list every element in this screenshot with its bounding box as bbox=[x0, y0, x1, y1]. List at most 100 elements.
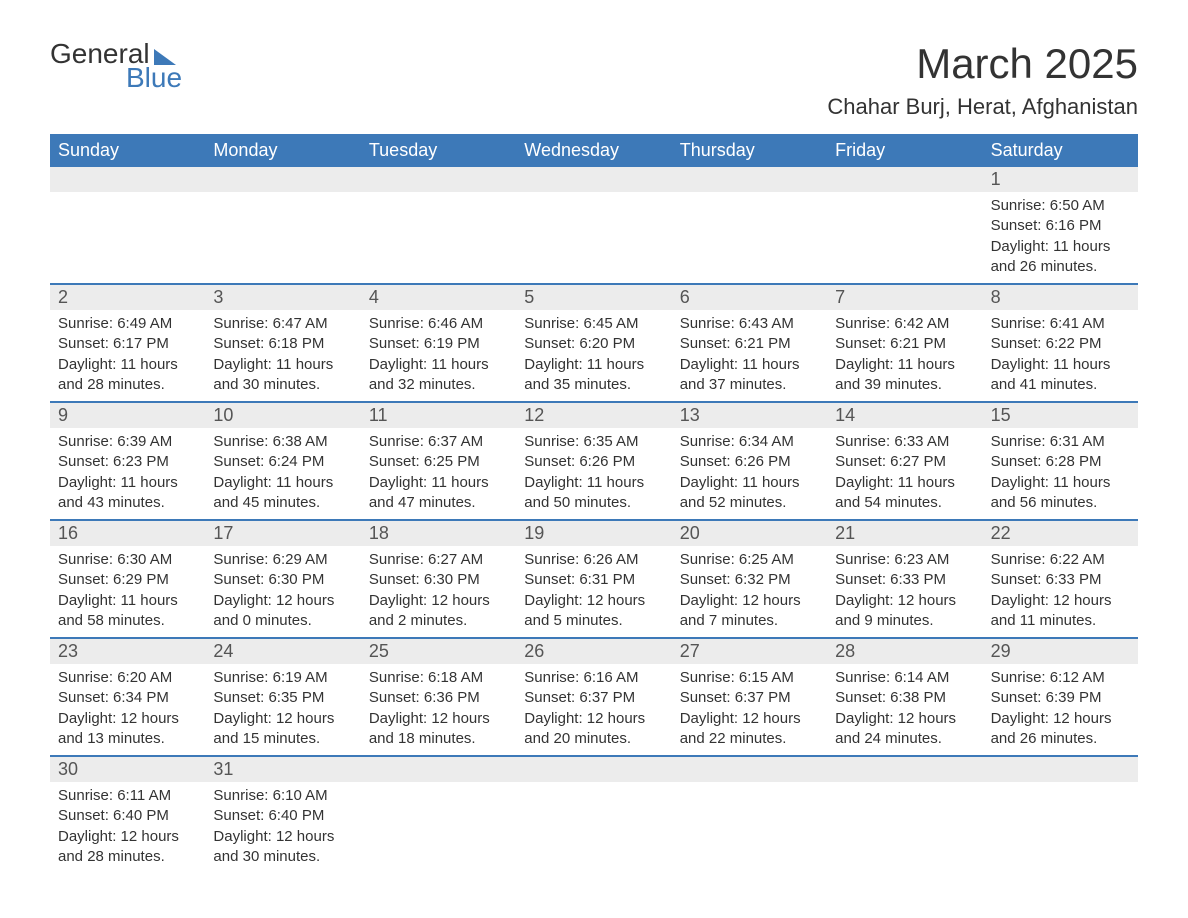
day-line: Sunset: 6:25 PM bbox=[369, 452, 508, 472]
day-number: 6 bbox=[672, 285, 827, 310]
day-line: Daylight: 12 hours and 7 minutes. bbox=[680, 591, 819, 632]
day-line: Sunset: 6:16 PM bbox=[991, 216, 1130, 236]
day-cell: Sunrise: 6:50 AMSunset: 6:16 PMDaylight:… bbox=[983, 192, 1138, 283]
day-line: Sunset: 6:29 PM bbox=[58, 570, 197, 590]
weeks-container: 1Sunrise: 6:50 AMSunset: 6:16 PMDaylight… bbox=[50, 167, 1138, 873]
day-line: Daylight: 12 hours and 5 minutes. bbox=[524, 591, 663, 632]
day-cell: Sunrise: 6:20 AMSunset: 6:34 PMDaylight:… bbox=[50, 664, 205, 755]
day-line: Sunrise: 6:19 AM bbox=[213, 668, 352, 688]
day-line: Daylight: 12 hours and 11 minutes. bbox=[991, 591, 1130, 632]
day-line: Sunrise: 6:29 AM bbox=[213, 550, 352, 570]
day-cell: Sunrise: 6:33 AMSunset: 6:27 PMDaylight:… bbox=[827, 428, 982, 519]
weekday-label: Sunday bbox=[50, 134, 205, 167]
brand-triangle-icon bbox=[154, 49, 176, 65]
day-line: Sunrise: 6:45 AM bbox=[524, 314, 663, 334]
day-line: Sunrise: 6:38 AM bbox=[213, 432, 352, 452]
page-title: March 2025 bbox=[827, 40, 1138, 88]
day-number: 7 bbox=[827, 285, 982, 310]
day-number bbox=[516, 167, 671, 192]
day-cell: Sunrise: 6:16 AMSunset: 6:37 PMDaylight:… bbox=[516, 664, 671, 755]
day-line: Sunrise: 6:31 AM bbox=[991, 432, 1130, 452]
day-cell: Sunrise: 6:35 AMSunset: 6:26 PMDaylight:… bbox=[516, 428, 671, 519]
day-number: 25 bbox=[361, 639, 516, 664]
day-number: 20 bbox=[672, 521, 827, 546]
day-line: Sunrise: 6:37 AM bbox=[369, 432, 508, 452]
week-row: 3031Sunrise: 6:11 AMSunset: 6:40 PMDayli… bbox=[50, 757, 1138, 873]
day-number: 28 bbox=[827, 639, 982, 664]
day-number-strip: 23242526272829 bbox=[50, 639, 1138, 664]
day-line: Sunrise: 6:16 AM bbox=[524, 668, 663, 688]
day-line: Daylight: 12 hours and 20 minutes. bbox=[524, 709, 663, 750]
day-cell: Sunrise: 6:22 AMSunset: 6:33 PMDaylight:… bbox=[983, 546, 1138, 637]
day-number bbox=[361, 757, 516, 782]
day-cell bbox=[827, 192, 982, 283]
day-line: Daylight: 12 hours and 22 minutes. bbox=[680, 709, 819, 750]
day-line: Sunset: 6:33 PM bbox=[991, 570, 1130, 590]
day-line: Daylight: 12 hours and 24 minutes. bbox=[835, 709, 974, 750]
day-line: Daylight: 12 hours and 9 minutes. bbox=[835, 591, 974, 632]
day-number bbox=[205, 167, 360, 192]
day-cell bbox=[50, 192, 205, 283]
day-cell: Sunrise: 6:37 AMSunset: 6:25 PMDaylight:… bbox=[361, 428, 516, 519]
day-line: Sunrise: 6:14 AM bbox=[835, 668, 974, 688]
day-cell: Sunrise: 6:10 AMSunset: 6:40 PMDaylight:… bbox=[205, 782, 360, 873]
day-line: Sunrise: 6:26 AM bbox=[524, 550, 663, 570]
day-line: Sunrise: 6:30 AM bbox=[58, 550, 197, 570]
day-line: Daylight: 12 hours and 28 minutes. bbox=[58, 827, 197, 868]
day-line: Sunset: 6:32 PM bbox=[680, 570, 819, 590]
day-line: Daylight: 11 hours and 54 minutes. bbox=[835, 473, 974, 514]
day-line: Sunset: 6:22 PM bbox=[991, 334, 1130, 354]
calendar: SundayMondayTuesdayWednesdayThursdayFrid… bbox=[50, 134, 1138, 873]
day-cell: Sunrise: 6:26 AMSunset: 6:31 PMDaylight:… bbox=[516, 546, 671, 637]
day-line: Sunset: 6:30 PM bbox=[369, 570, 508, 590]
weekday-label: Friday bbox=[827, 134, 982, 167]
header: General Blue March 2025 Chahar Burj, Her… bbox=[50, 40, 1138, 120]
day-line: Daylight: 12 hours and 2 minutes. bbox=[369, 591, 508, 632]
day-line: Sunrise: 6:23 AM bbox=[835, 550, 974, 570]
day-line: Sunset: 6:18 PM bbox=[213, 334, 352, 354]
title-block: March 2025 Chahar Burj, Herat, Afghanist… bbox=[827, 40, 1138, 120]
day-cell: Sunrise: 6:25 AMSunset: 6:32 PMDaylight:… bbox=[672, 546, 827, 637]
day-cell bbox=[827, 782, 982, 873]
day-cell bbox=[516, 192, 671, 283]
day-line: Sunrise: 6:33 AM bbox=[835, 432, 974, 452]
day-cell: Sunrise: 6:30 AMSunset: 6:29 PMDaylight:… bbox=[50, 546, 205, 637]
day-line: Daylight: 11 hours and 32 minutes. bbox=[369, 355, 508, 396]
day-number-strip: 16171819202122 bbox=[50, 521, 1138, 546]
day-line: Sunrise: 6:34 AM bbox=[680, 432, 819, 452]
day-cell: Sunrise: 6:19 AMSunset: 6:35 PMDaylight:… bbox=[205, 664, 360, 755]
day-line: Sunrise: 6:27 AM bbox=[369, 550, 508, 570]
day-cell: Sunrise: 6:15 AMSunset: 6:37 PMDaylight:… bbox=[672, 664, 827, 755]
day-line: Daylight: 11 hours and 56 minutes. bbox=[991, 473, 1130, 514]
day-line: Daylight: 12 hours and 13 minutes. bbox=[58, 709, 197, 750]
day-number: 2 bbox=[50, 285, 205, 310]
day-line: Sunset: 6:20 PM bbox=[524, 334, 663, 354]
day-number-strip: 2345678 bbox=[50, 285, 1138, 310]
week-row: 23242526272829Sunrise: 6:20 AMSunset: 6:… bbox=[50, 639, 1138, 757]
day-cell bbox=[205, 192, 360, 283]
day-number: 23 bbox=[50, 639, 205, 664]
day-number: 31 bbox=[205, 757, 360, 782]
day-line: Daylight: 11 hours and 50 minutes. bbox=[524, 473, 663, 514]
day-number: 3 bbox=[205, 285, 360, 310]
week-row: 1Sunrise: 6:50 AMSunset: 6:16 PMDaylight… bbox=[50, 167, 1138, 285]
day-cell: Sunrise: 6:42 AMSunset: 6:21 PMDaylight:… bbox=[827, 310, 982, 401]
day-line: Sunrise: 6:25 AM bbox=[680, 550, 819, 570]
day-number-strip: 9101112131415 bbox=[50, 403, 1138, 428]
day-line: Sunrise: 6:10 AM bbox=[213, 786, 352, 806]
week-row: 9101112131415 Sunrise: 6:39 AM Sunset: 6:2… bbox=[50, 403, 1138, 521]
day-number: 16 bbox=[50, 521, 205, 546]
day-line: Sunrise: 6:39 AM bbox=[58, 432, 197, 452]
day-line: Daylight: 12 hours and 0 minutes. bbox=[213, 591, 352, 632]
day-line: Daylight: 11 hours and 37 minutes. bbox=[680, 355, 819, 396]
brand-word2: Blue bbox=[126, 64, 182, 92]
day-line: Daylight: 11 hours and 58 minutes. bbox=[58, 591, 197, 632]
day-number-strip: 3031 bbox=[50, 757, 1138, 782]
day-line: Sunrise: 6:22 AM bbox=[991, 550, 1130, 570]
day-number: 11 bbox=[361, 403, 516, 428]
day-line: Daylight: 12 hours and 26 minutes. bbox=[991, 709, 1130, 750]
day-number: 13 bbox=[672, 403, 827, 428]
day-cell: Sunrise: 6:43 AMSunset: 6:21 PMDaylight:… bbox=[672, 310, 827, 401]
weekday-label: Saturday bbox=[983, 134, 1138, 167]
day-line: Daylight: 11 hours and 28 minutes. bbox=[58, 355, 197, 396]
